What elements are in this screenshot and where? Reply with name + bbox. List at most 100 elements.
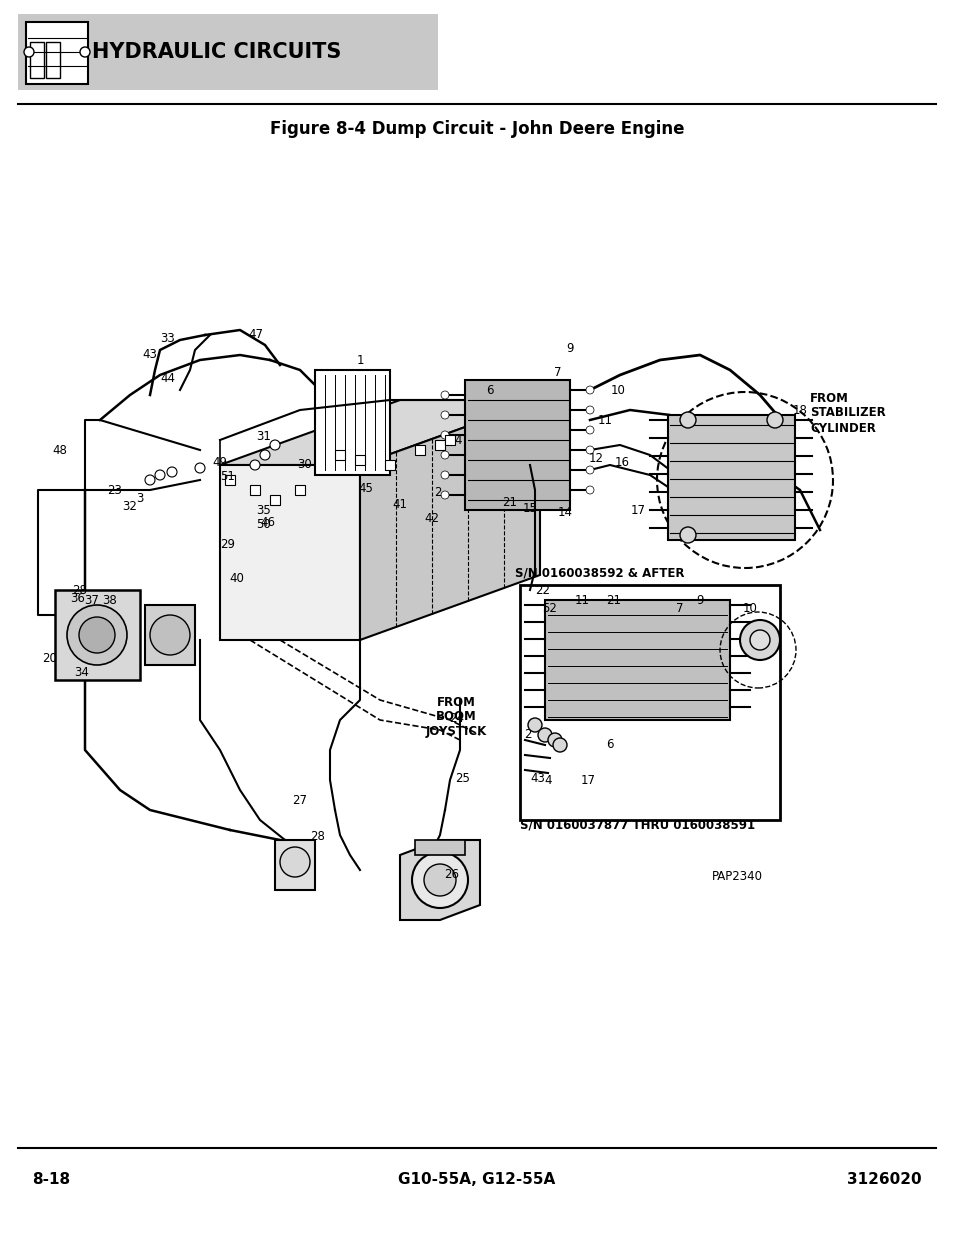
Text: 27: 27 — [293, 794, 307, 806]
Circle shape — [79, 618, 115, 653]
Circle shape — [749, 630, 769, 650]
Circle shape — [440, 411, 449, 419]
Text: 44: 44 — [160, 372, 175, 384]
Text: FROM
STABILIZER
CYLINDER: FROM STABILIZER CYLINDER — [809, 391, 884, 435]
Circle shape — [194, 463, 205, 473]
Bar — [519, 585, 780, 820]
Text: 16: 16 — [614, 456, 629, 468]
Bar — [444, 435, 455, 445]
Bar — [270, 495, 280, 505]
Text: 2: 2 — [434, 485, 441, 499]
Text: 1: 1 — [355, 353, 363, 367]
Polygon shape — [464, 380, 569, 510]
Text: PAP2340: PAP2340 — [711, 871, 762, 883]
Text: Figure 8-4 Dump Circuit - John Deere Engine: Figure 8-4 Dump Circuit - John Deere Eng… — [270, 120, 683, 138]
Text: S/N 0160037877 THRU 0160038591: S/N 0160037877 THRU 0160038591 — [519, 819, 755, 831]
Circle shape — [423, 864, 456, 897]
Polygon shape — [55, 590, 140, 680]
Text: 28: 28 — [311, 830, 325, 842]
Text: 25: 25 — [456, 772, 470, 784]
Circle shape — [440, 391, 449, 399]
Bar — [385, 459, 395, 471]
Circle shape — [440, 451, 449, 459]
Polygon shape — [667, 415, 794, 540]
Text: 9: 9 — [566, 342, 573, 354]
Bar — [250, 485, 260, 495]
Text: 32: 32 — [122, 499, 137, 513]
Circle shape — [585, 406, 594, 414]
Polygon shape — [314, 370, 390, 475]
Text: 46: 46 — [260, 515, 275, 529]
Circle shape — [80, 47, 90, 57]
Text: 4: 4 — [454, 433, 461, 447]
Bar — [355, 454, 365, 466]
Circle shape — [24, 47, 34, 57]
Text: 23: 23 — [108, 483, 122, 496]
Bar — [415, 445, 424, 454]
Circle shape — [154, 471, 165, 480]
Text: 24: 24 — [449, 711, 464, 725]
Circle shape — [585, 466, 594, 474]
Text: G10-55A, G12-55A: G10-55A, G12-55A — [398, 1172, 555, 1188]
Text: 18: 18 — [792, 404, 806, 416]
Bar — [274, 840, 314, 890]
Circle shape — [150, 615, 190, 655]
Circle shape — [250, 459, 260, 471]
Text: 7: 7 — [554, 366, 561, 378]
Text: 28: 28 — [72, 583, 88, 597]
Text: 14: 14 — [557, 505, 572, 519]
Circle shape — [679, 527, 696, 543]
Text: 3: 3 — [136, 492, 144, 505]
Text: 17: 17 — [630, 504, 645, 516]
Text: 38: 38 — [103, 594, 117, 606]
Text: FROM
BOOM
JOYSTICK: FROM BOOM JOYSTICK — [425, 695, 486, 739]
Text: 31: 31 — [256, 431, 272, 443]
Text: 17: 17 — [579, 773, 595, 787]
Polygon shape — [399, 840, 479, 920]
Text: S/N 0160038592 & AFTER: S/N 0160038592 & AFTER — [515, 567, 684, 579]
Text: 34: 34 — [74, 667, 90, 679]
Text: 35: 35 — [256, 504, 271, 516]
Circle shape — [440, 471, 449, 479]
Text: 11: 11 — [597, 414, 612, 426]
Text: 43: 43 — [530, 772, 545, 784]
Text: 3126020: 3126020 — [846, 1172, 921, 1188]
Bar — [18, 14, 437, 90]
Circle shape — [527, 718, 541, 732]
Circle shape — [270, 440, 280, 450]
Circle shape — [740, 620, 780, 659]
Text: 33: 33 — [160, 331, 175, 345]
Circle shape — [260, 450, 270, 459]
Text: HYDRAULIC CIRCUITS: HYDRAULIC CIRCUITS — [91, 42, 341, 62]
Text: 45: 45 — [358, 482, 373, 494]
Circle shape — [67, 605, 127, 664]
Text: 12: 12 — [588, 452, 603, 464]
Text: 42: 42 — [424, 511, 439, 525]
Polygon shape — [544, 600, 729, 720]
Text: 6: 6 — [486, 384, 494, 396]
Bar — [46, 42, 60, 78]
Text: 21: 21 — [502, 495, 517, 509]
Text: 51: 51 — [220, 471, 235, 483]
Circle shape — [440, 431, 449, 438]
Polygon shape — [359, 400, 539, 640]
Polygon shape — [220, 466, 359, 640]
Text: 7: 7 — [676, 601, 683, 615]
Circle shape — [412, 852, 468, 908]
Text: 10: 10 — [610, 384, 625, 396]
Circle shape — [766, 412, 782, 429]
Text: 40: 40 — [230, 572, 244, 584]
Text: 6: 6 — [605, 739, 613, 752]
Text: 48: 48 — [52, 443, 68, 457]
Circle shape — [167, 467, 177, 477]
Circle shape — [585, 426, 594, 433]
Text: 43: 43 — [142, 348, 157, 362]
Circle shape — [679, 412, 696, 429]
Circle shape — [537, 727, 552, 742]
Text: 26: 26 — [444, 868, 459, 882]
Circle shape — [547, 734, 561, 747]
Bar — [435, 440, 444, 450]
Text: 29: 29 — [220, 538, 235, 552]
Circle shape — [585, 487, 594, 494]
Text: 41: 41 — [392, 499, 407, 511]
